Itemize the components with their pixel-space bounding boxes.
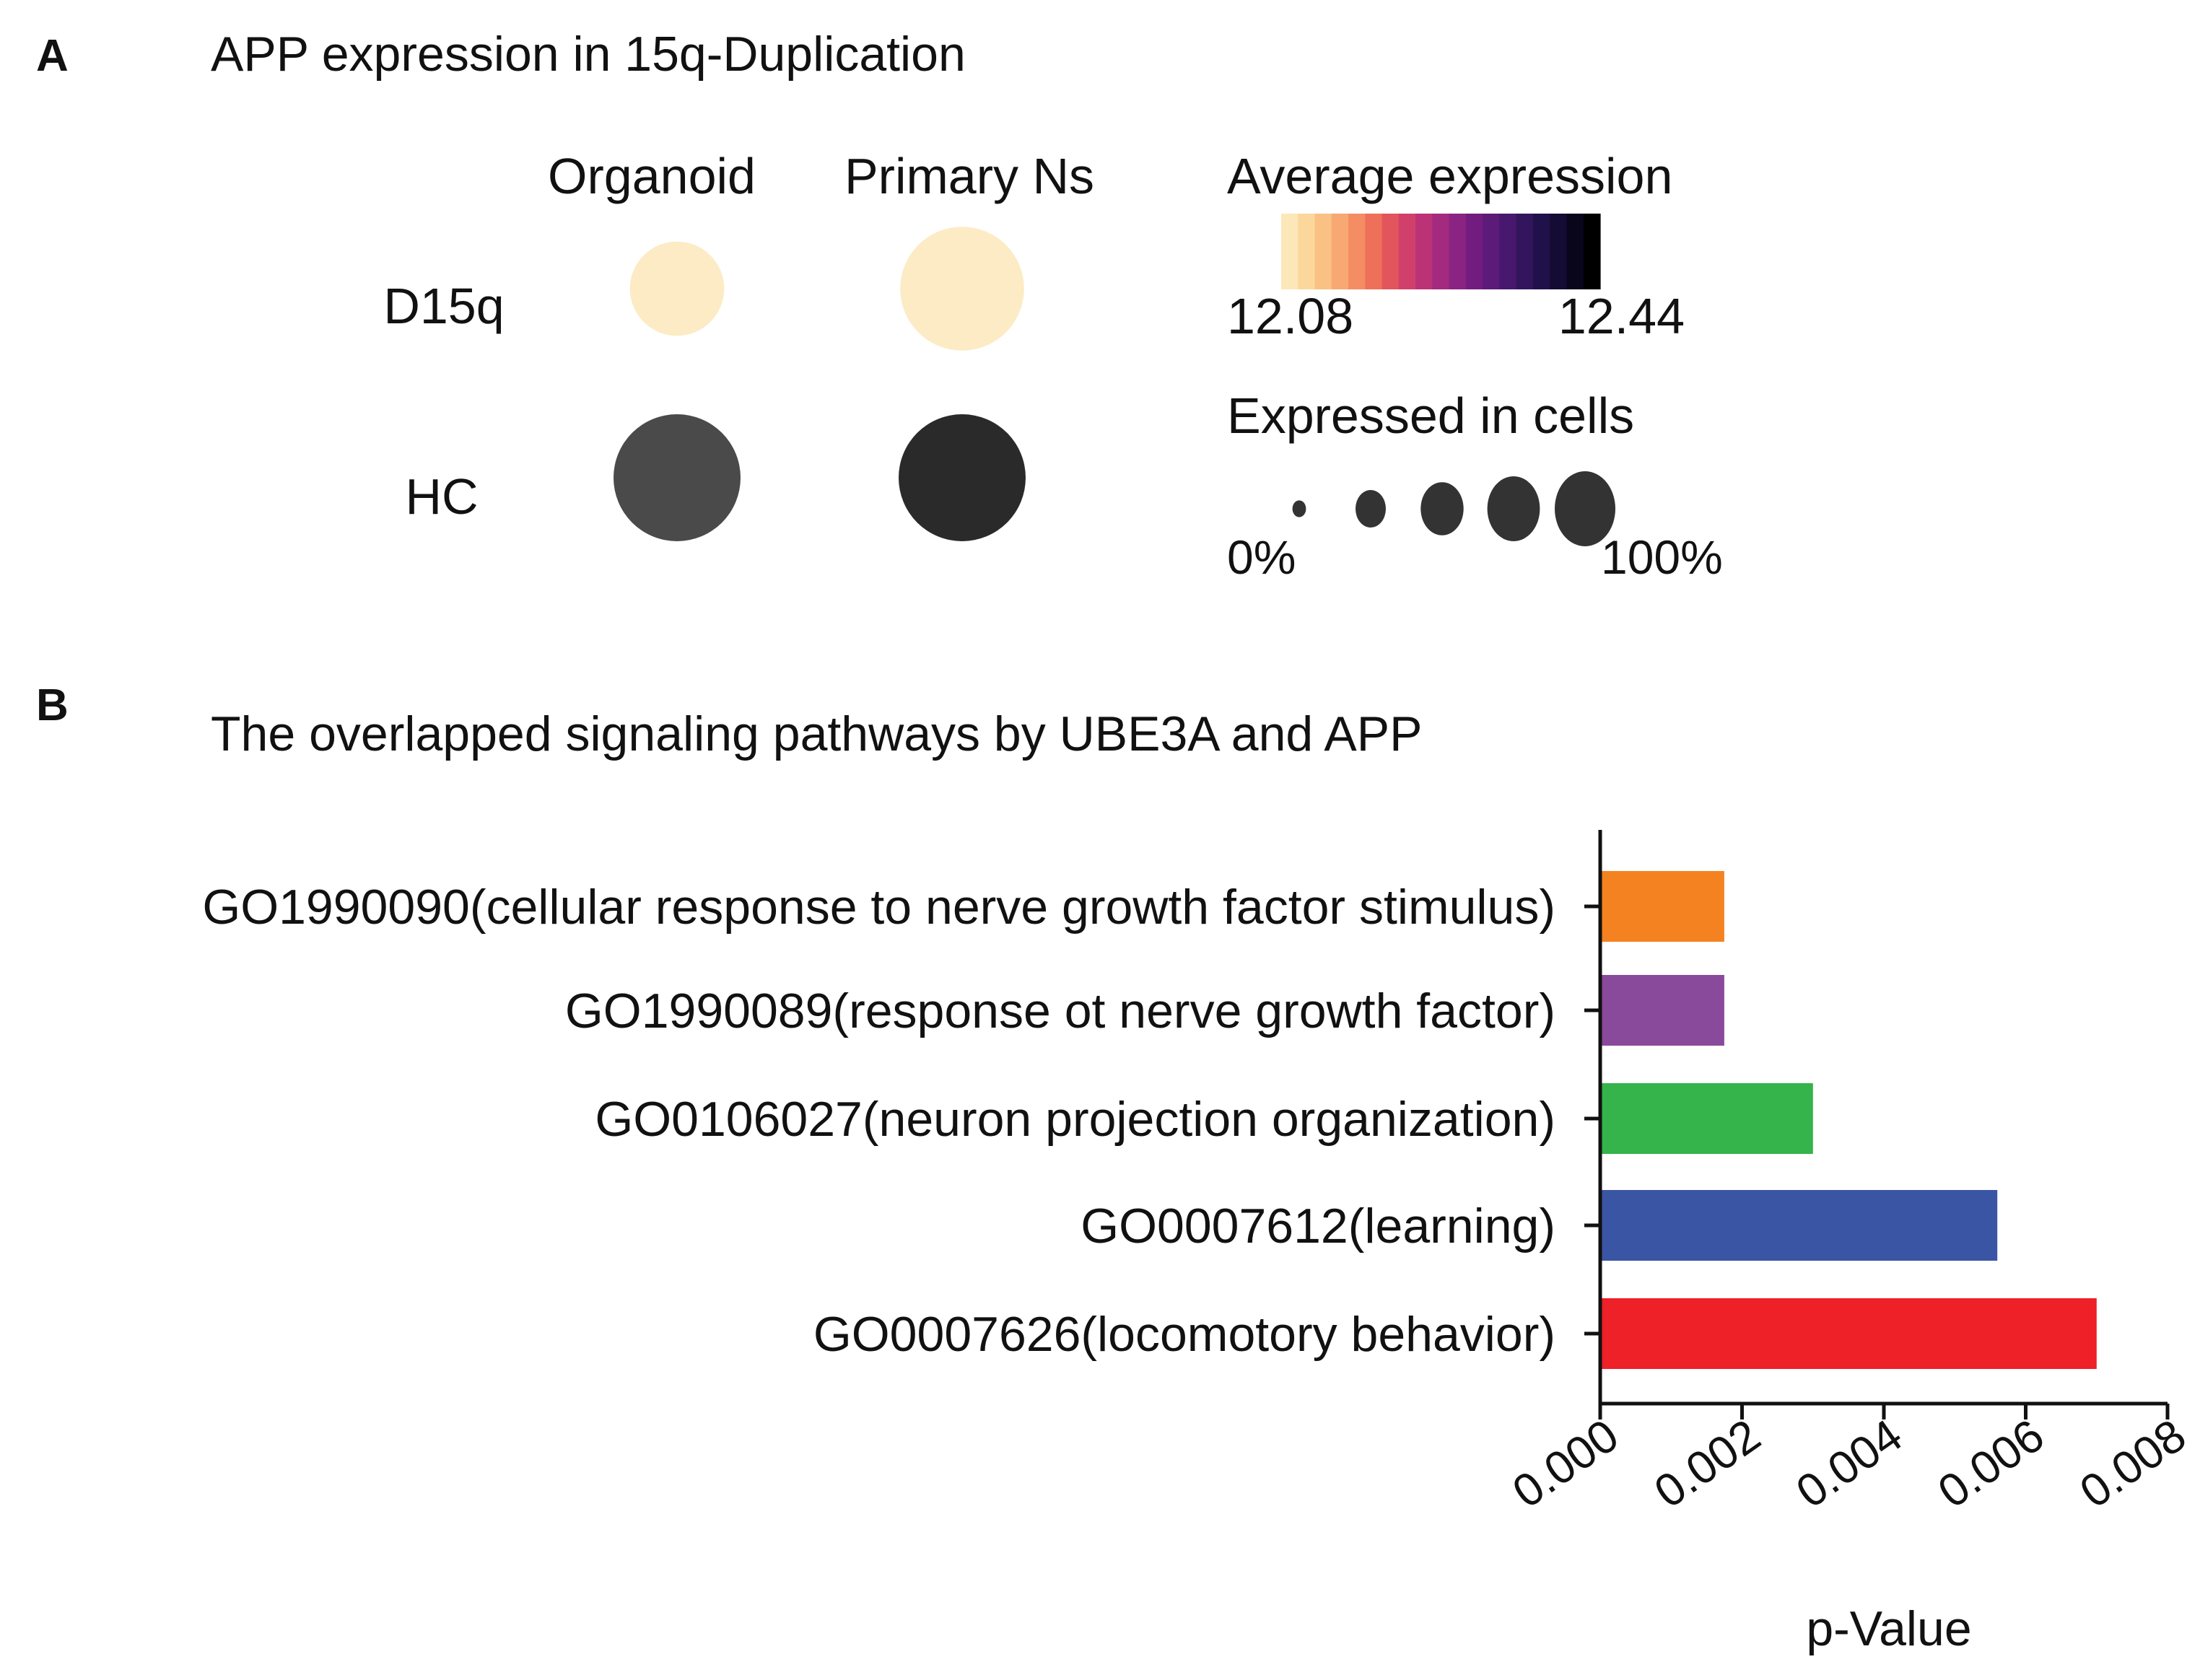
- size-legend-dot: [1487, 476, 1540, 541]
- x-tick-label: 0.006: [1929, 1409, 2053, 1518]
- color-legend-swatch: [1298, 214, 1316, 289]
- x-tick-label: 0.000: [1503, 1409, 1628, 1518]
- dot-hc-primary-ns: [899, 414, 1026, 541]
- panel-b-title: The overlapped signaling pathways by UBE…: [211, 706, 1422, 761]
- panel-b-letter: B: [36, 681, 69, 730]
- dot-d15q-primary-ns: [900, 227, 1024, 351]
- color-legend-swatch: [1365, 214, 1383, 289]
- size-legend-dot: [1356, 490, 1386, 528]
- category-label-4: GO0007612(learning): [1081, 1199, 1555, 1254]
- color-legend-swatch: [1449, 214, 1467, 289]
- color-legend-swatch: [1516, 214, 1534, 289]
- bar-4: [1600, 1190, 1998, 1261]
- row-label-hc: HC: [405, 468, 478, 525]
- panel-a: A APP expression in 15q-Duplication Orga…: [36, 27, 1723, 584]
- color-legend-swatch: [1532, 214, 1550, 289]
- size-legend-dot: [1420, 482, 1464, 535]
- size-legend-max-label: 100%: [1601, 530, 1723, 584]
- color-legend-title: Average expression: [1227, 148, 1672, 204]
- size-legend-dot: [1555, 471, 1615, 546]
- color-legend-swatch: [1381, 214, 1400, 289]
- x-tick-label: 0.008: [2071, 1409, 2195, 1518]
- category-label-2: GO1990089(response ot nerve growth facto…: [565, 984, 1555, 1038]
- bar-2: [1600, 975, 1724, 1046]
- color-legend-swatch: [1415, 214, 1433, 289]
- bar-chart: GO1990090(cellular response to nerve gro…: [202, 830, 2195, 1518]
- category-label-3: GO0106027(neuron projection organization…: [595, 1092, 1555, 1147]
- category-label-5: GO0007626(locomotory behavior): [813, 1307, 1555, 1362]
- color-legend-swatch: [1432, 214, 1450, 289]
- color-legend-swatch: [1566, 214, 1584, 289]
- dot-hc-organoid: [614, 414, 741, 541]
- color-legend-min-label: 12.08: [1227, 288, 1353, 344]
- panel-b: B The overlapped signaling pathways by U…: [36, 681, 2195, 1656]
- color-legend-swatch: [1465, 214, 1483, 289]
- color-legend-swatch: [1281, 214, 1298, 289]
- bar-1: [1600, 871, 1724, 942]
- panel-a-title: APP expression in 15q-Duplication: [211, 27, 966, 82]
- color-legend-swatch: [1499, 214, 1517, 289]
- x-tick-label: 0.004: [1787, 1409, 1911, 1518]
- color-legend-bar: [1281, 214, 1601, 289]
- bar-3: [1600, 1083, 1813, 1154]
- category-label-1: GO1990090(cellular response to nerve gro…: [202, 880, 1555, 935]
- dot-d15q-organoid: [629, 241, 725, 336]
- color-legend-max-label: 12.44: [1558, 288, 1685, 344]
- column-label-primary-ns: Primary Ns: [844, 148, 1094, 204]
- color-legend-swatch: [1583, 214, 1601, 289]
- color-legend-swatch: [1550, 214, 1568, 289]
- panel-a-letter: A: [36, 31, 69, 81]
- size-legend-dot: [1292, 500, 1306, 517]
- column-label-organoid: Organoid: [548, 148, 756, 204]
- bar-5: [1600, 1298, 2097, 1369]
- color-legend-swatch: [1314, 214, 1332, 289]
- size-legend-title: Expressed in cells: [1227, 388, 1634, 444]
- x-axis-label: p-Value: [1806, 1601, 1971, 1656]
- color-legend-swatch: [1348, 214, 1366, 289]
- dotplot-dots: [614, 227, 1026, 541]
- size-legend-min-label: 0%: [1227, 530, 1296, 584]
- x-tick-label: 0.002: [1645, 1409, 1769, 1518]
- color-legend-swatch: [1331, 214, 1349, 289]
- color-legend-swatch: [1483, 214, 1501, 289]
- color-legend-swatch: [1398, 214, 1416, 289]
- size-legend-dots: [1292, 471, 1615, 546]
- row-label-d15q: D15q: [383, 278, 504, 334]
